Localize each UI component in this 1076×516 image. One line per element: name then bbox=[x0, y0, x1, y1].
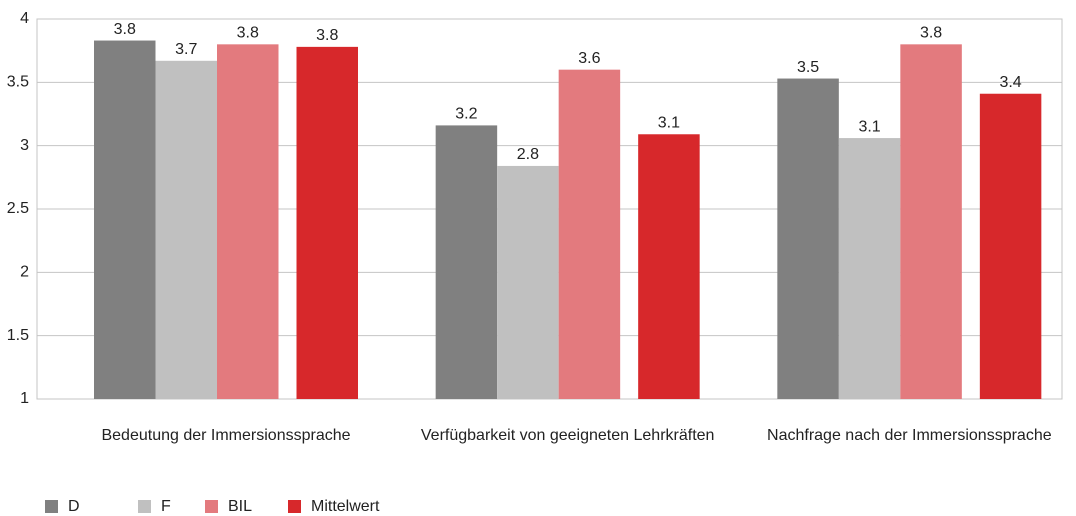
data-label: 3.1 bbox=[658, 114, 680, 131]
data-label: 3.6 bbox=[578, 50, 600, 67]
bar bbox=[155, 60, 217, 400]
data-label: 3.4 bbox=[999, 74, 1021, 91]
bar bbox=[979, 93, 1042, 399]
bar bbox=[296, 46, 358, 399]
x-tick-label: Bedeutung der Immersionssprache bbox=[101, 427, 350, 444]
bar bbox=[497, 165, 559, 399]
bar bbox=[838, 138, 901, 400]
y-tick-label: 3 bbox=[20, 137, 29, 154]
data-label: 3.8 bbox=[114, 21, 136, 38]
y-tick-label: 3.5 bbox=[7, 74, 29, 91]
x-tick-label: Nachfrage nach der Immersionssprache bbox=[767, 427, 1052, 444]
y-tick-label: 2 bbox=[20, 264, 29, 281]
bar bbox=[217, 44, 279, 399]
legend-label: D bbox=[68, 498, 80, 515]
bar bbox=[558, 69, 621, 400]
data-label: 3.1 bbox=[858, 118, 880, 135]
x-tick-label: Verfügbarkeit von geeigneten Lehrkräften bbox=[421, 427, 715, 444]
bar bbox=[638, 134, 700, 399]
legend-swatch bbox=[288, 500, 301, 513]
y-tick-label: 4 bbox=[20, 10, 29, 27]
data-label: 3.5 bbox=[797, 59, 819, 76]
legend-label: BIL bbox=[228, 498, 252, 515]
data-label: 2.8 bbox=[517, 146, 539, 163]
legend-swatch bbox=[205, 500, 218, 513]
bar bbox=[435, 125, 498, 400]
legend-label: Mittelwert bbox=[311, 498, 380, 515]
data-label: 3.8 bbox=[920, 25, 942, 42]
data-label: 3.8 bbox=[316, 27, 338, 44]
legend-swatch bbox=[138, 500, 151, 513]
data-label: 3.8 bbox=[237, 25, 259, 42]
y-tick-label: 1 bbox=[20, 390, 29, 407]
bar bbox=[94, 40, 156, 400]
y-tick-label: 2.5 bbox=[7, 200, 29, 217]
data-label: 3.2 bbox=[455, 106, 477, 123]
y-tick-label: 1.5 bbox=[7, 327, 29, 344]
bar bbox=[777, 78, 839, 400]
legend-label: F bbox=[161, 498, 171, 515]
bar bbox=[900, 44, 962, 399]
legend-swatch bbox=[45, 500, 58, 513]
data-label: 3.7 bbox=[175, 41, 197, 58]
